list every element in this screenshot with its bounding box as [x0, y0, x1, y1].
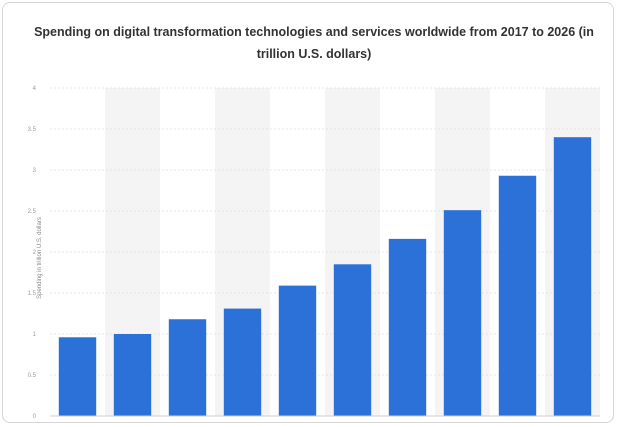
bar-2024[interactable]: [443, 210, 482, 416]
bars: [58, 137, 592, 416]
chart-title: Spending on digital transformation techn…: [34, 25, 594, 61]
y-tick-label: 1.5: [28, 291, 37, 297]
bar-2025[interactable]: [498, 175, 537, 416]
y-axis-ticks: 0 0.5 1 1.5 2 2.5 3 3.5 4: [28, 86, 37, 420]
y-tick-label: 2: [33, 250, 37, 256]
bar-2022[interactable]: [333, 264, 372, 416]
y-tick-label: 3: [33, 168, 37, 174]
bar-2018[interactable]: [113, 334, 152, 416]
y-tick-label: 3.5: [28, 127, 37, 133]
bar-2021[interactable]: [278, 285, 317, 416]
bar-2026[interactable]: [553, 137, 592, 416]
bar-2017[interactable]: [58, 337, 97, 416]
y-axis-label: Spending in trillion U.S. dollars: [37, 217, 43, 299]
bar-2023[interactable]: [388, 238, 427, 416]
bar-2020[interactable]: [223, 308, 262, 416]
y-tick-label: 0.5: [28, 373, 37, 379]
y-tick-label: 1: [33, 332, 37, 338]
y-tick-label: 0: [33, 414, 37, 420]
y-tick-label: 4: [33, 86, 37, 92]
y-tick-label: 2.5: [28, 209, 37, 215]
bar-2019[interactable]: [168, 319, 207, 416]
